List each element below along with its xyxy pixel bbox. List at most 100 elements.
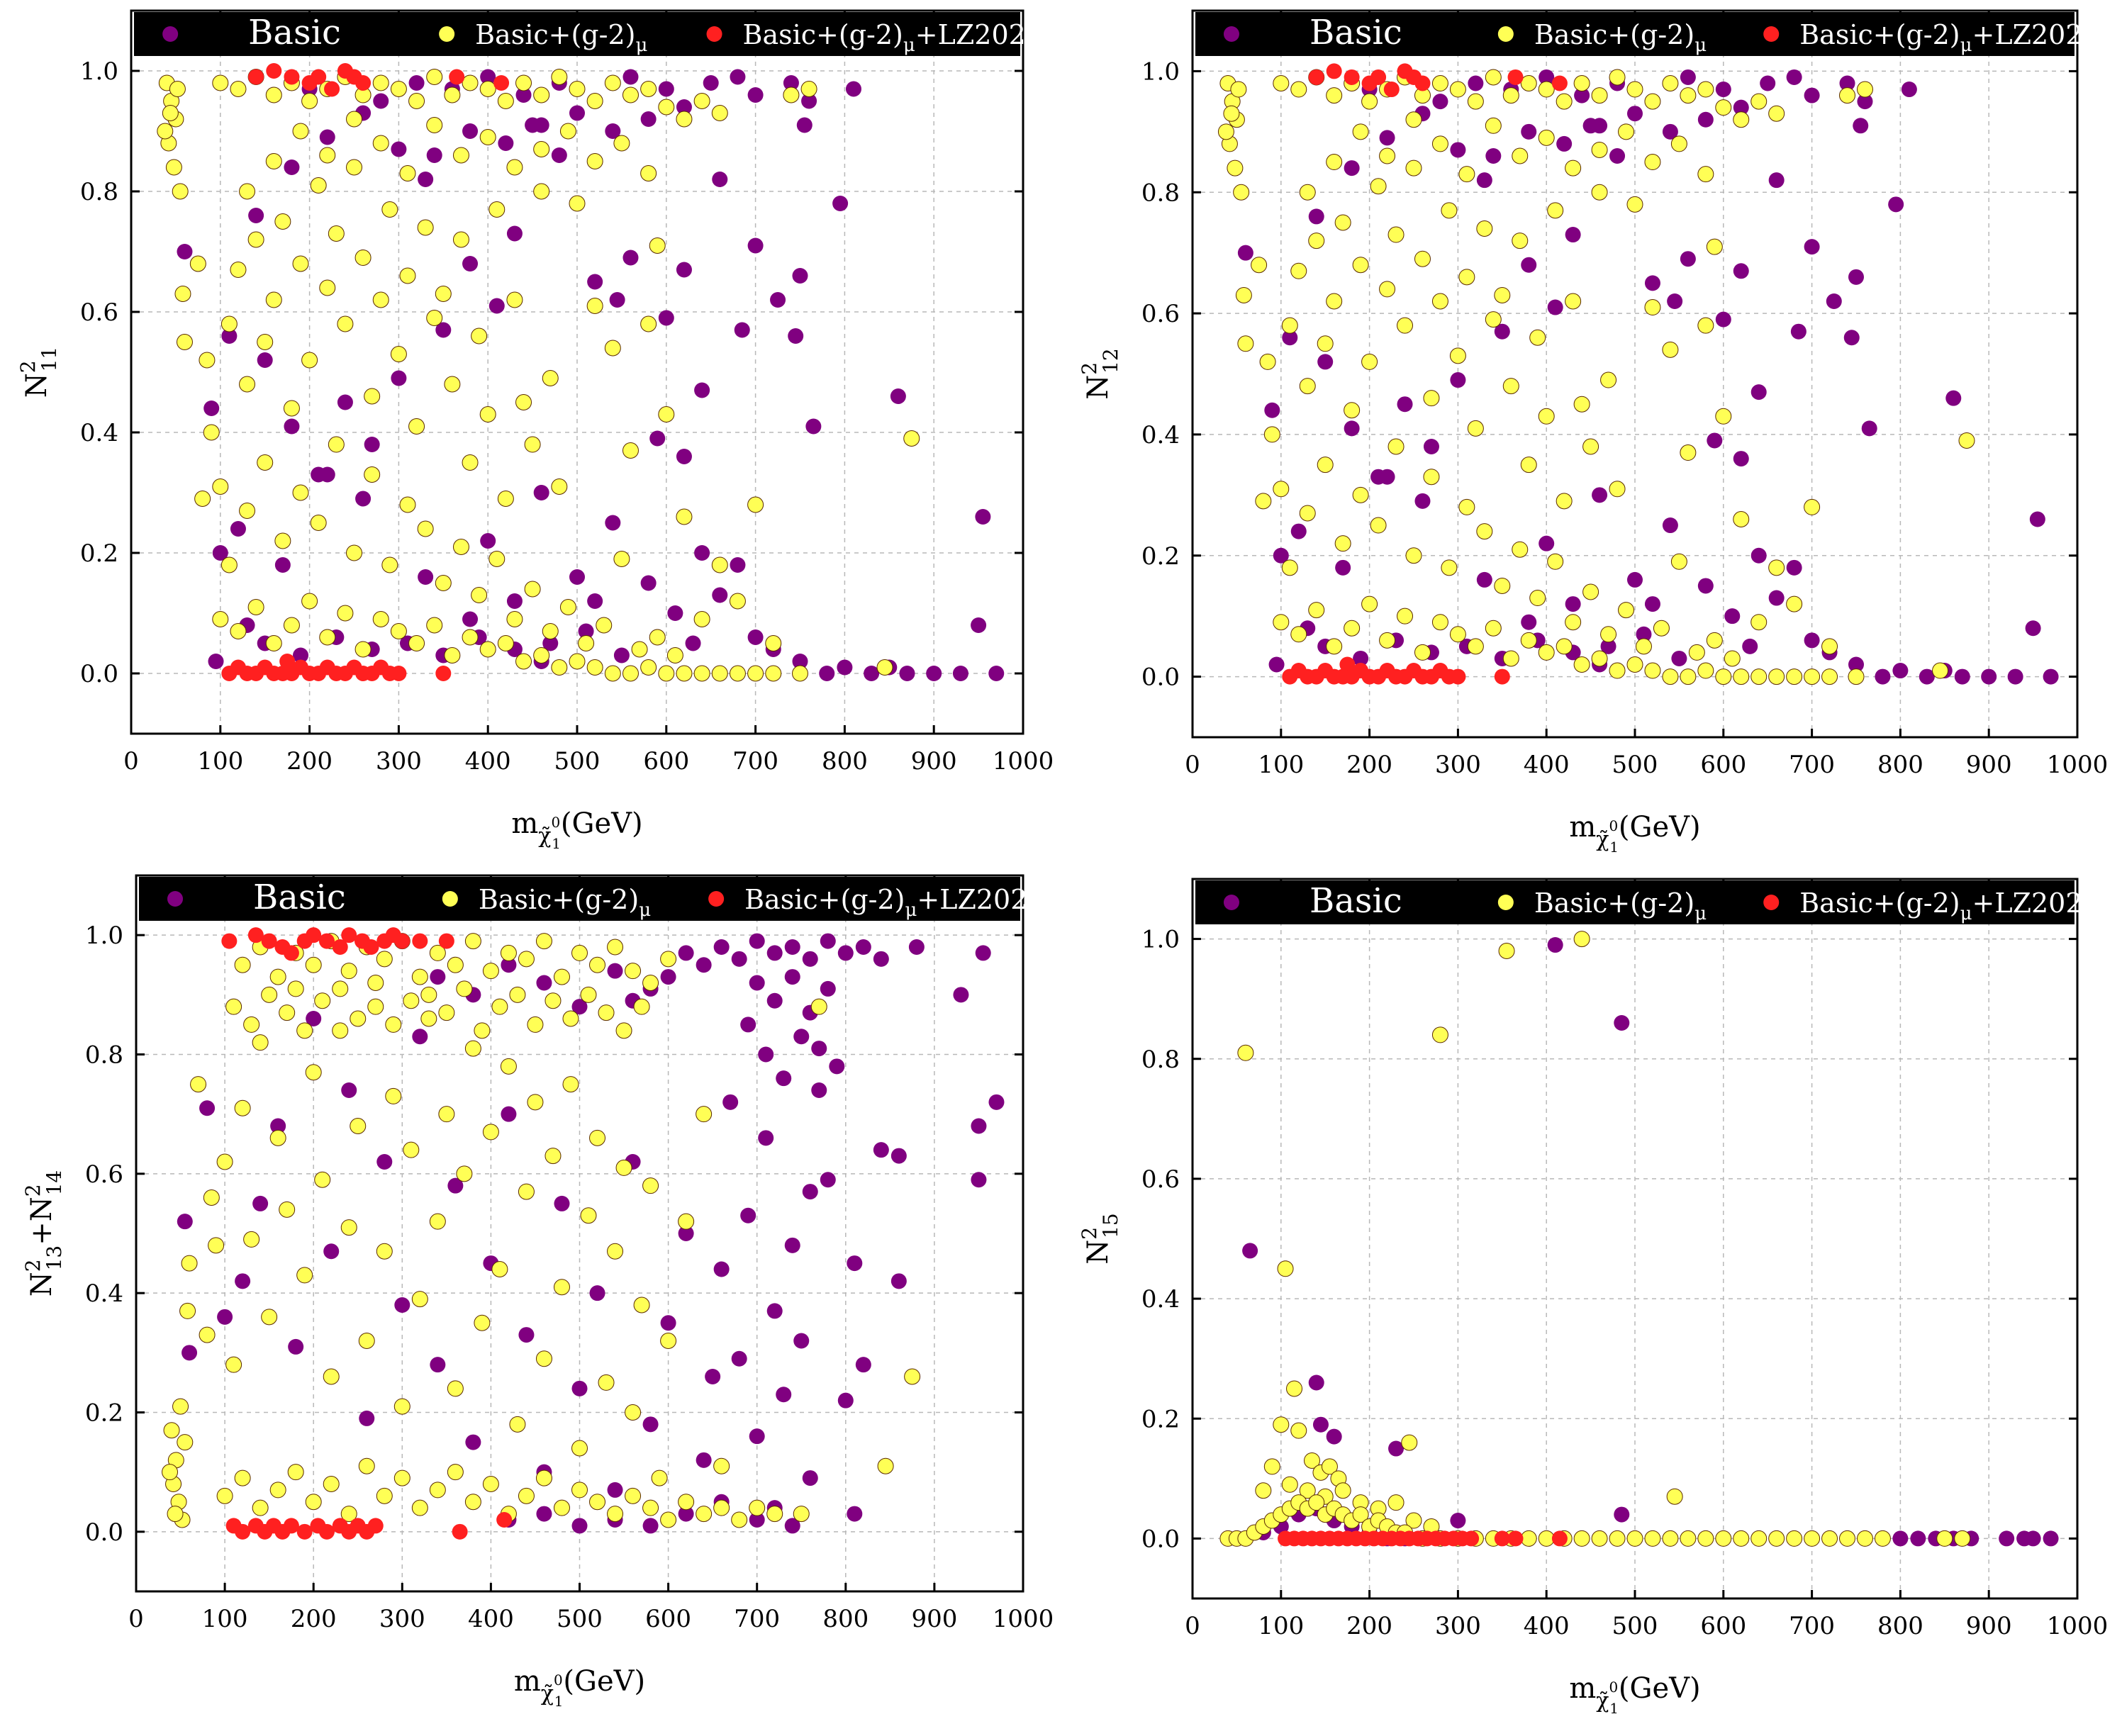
x-tick-label: 500: [554, 747, 601, 775]
scatter-point: [220, 556, 238, 573]
scatter-point: [1697, 111, 1714, 128]
x-axis-title: mχ̃0 1(GeV): [514, 1665, 645, 1710]
scatter-point: [533, 485, 549, 500]
scatter-point: [1502, 378, 1519, 395]
scatter-point: [783, 75, 799, 91]
scatter-point: [1520, 457, 1537, 474]
scatter-point: [274, 213, 291, 230]
scatter-point: [890, 388, 906, 404]
scatter-point: [1308, 233, 1325, 250]
scatter-point: [819, 666, 835, 681]
scatter-point: [1875, 668, 1891, 685]
scatter-point: [615, 1022, 632, 1039]
scatter-point: [417, 520, 434, 537]
scatter-point: [607, 963, 623, 979]
scatter-point: [234, 1469, 251, 1486]
y-tick-label: 0.4: [85, 1279, 123, 1308]
scatter-point: [301, 93, 318, 109]
scatter-point: [311, 69, 327, 85]
scatter-point: [332, 980, 349, 997]
scatter-point: [553, 1499, 570, 1516]
scatter-point: [243, 1231, 260, 1248]
scatter-point: [749, 1428, 765, 1445]
scatter-point: [693, 665, 710, 682]
scatter-point: [203, 1189, 220, 1206]
scatter-point: [292, 255, 309, 272]
scatter-point: [545, 1148, 562, 1165]
y-tick-label: 0.0: [1141, 663, 1180, 692]
scatter-point: [1861, 420, 1877, 437]
scatter-point: [1401, 1434, 1418, 1451]
scatter-point: [820, 1172, 836, 1188]
scatter-point: [832, 196, 849, 211]
scatter-point: [1476, 571, 1492, 588]
legend-label: Basic: [1310, 13, 1402, 52]
scatter-point: [394, 1297, 411, 1313]
scatter-point: [318, 933, 335, 949]
scatter-point: [1450, 142, 1466, 158]
scatter-point: [462, 454, 479, 471]
scatter-point: [265, 153, 282, 169]
scatter-point: [801, 93, 817, 109]
scatter-point: [1680, 251, 1696, 267]
scatter-point: [1273, 75, 1290, 91]
scatter-point: [1573, 931, 1590, 948]
scatter-point: [640, 575, 657, 591]
x-tick-label: 0: [128, 1605, 144, 1633]
scatter-point: [506, 611, 523, 627]
scatter-point: [474, 1022, 491, 1039]
scatter-point: [1733, 451, 1749, 467]
scatter-point: [435, 666, 452, 681]
scatter-point: [1626, 1530, 1643, 1547]
scatter-point: [758, 1130, 774, 1146]
scatter-point: [412, 933, 428, 949]
legend: Basic Basic+(g-2)μ Basic+(g-2)μ+LZ2022: [134, 12, 1043, 56]
scatter-point: [426, 617, 443, 634]
scatter-point: [462, 123, 479, 139]
scatter-point: [1230, 81, 1247, 98]
scatter-point: [678, 1226, 694, 1241]
scatter-point: [1600, 371, 1617, 388]
scatter-point: [390, 81, 407, 97]
scatter-point: [642, 1499, 659, 1516]
x-tick-label: 700: [1789, 751, 1835, 779]
scatter-point: [651, 1469, 668, 1486]
scatter-point: [447, 956, 464, 973]
scatter-point: [1502, 87, 1519, 104]
scatter-point: [354, 250, 372, 266]
scatter-point: [1768, 1530, 1785, 1547]
scatter-point: [323, 1368, 340, 1385]
scatter-point: [1485, 311, 1502, 328]
scatter-point: [1277, 1260, 1294, 1277]
scatter-point: [452, 231, 469, 248]
scatter-point: [1609, 1530, 1626, 1547]
scatter-point: [1680, 1530, 1697, 1547]
scatter-point: [269, 1482, 286, 1499]
scatter-point: [676, 99, 692, 115]
scatter-point: [542, 370, 559, 386]
scatter-point: [435, 322, 452, 338]
scatter-point: [1227, 159, 1244, 177]
scatter-point: [1317, 354, 1334, 370]
scatter-point: [1733, 1530, 1750, 1547]
scatter-point: [711, 556, 728, 573]
scatter-point: [1539, 69, 1555, 85]
scatter-point: [390, 623, 407, 639]
scatter-point: [580, 1207, 597, 1224]
x-tick-label: 100: [1258, 751, 1304, 779]
scatter-point: [1387, 1494, 1405, 1511]
scatter-point: [553, 1279, 570, 1296]
scatter-point: [696, 1452, 712, 1468]
scatter-point: [676, 508, 693, 525]
scatter-point: [1715, 408, 1732, 425]
scatter-point: [527, 1016, 544, 1033]
scatter-point: [1344, 402, 1361, 419]
scatter-point: [766, 1506, 783, 1523]
scatter-point: [479, 641, 496, 658]
scatter-point: [792, 654, 808, 669]
scatter-point: [1520, 632, 1537, 649]
scatter-point: [571, 1440, 588, 1457]
x-tick-label: 600: [1700, 1612, 1746, 1640]
scatter-point: [1476, 523, 1493, 540]
scatter-point: [1299, 378, 1316, 395]
